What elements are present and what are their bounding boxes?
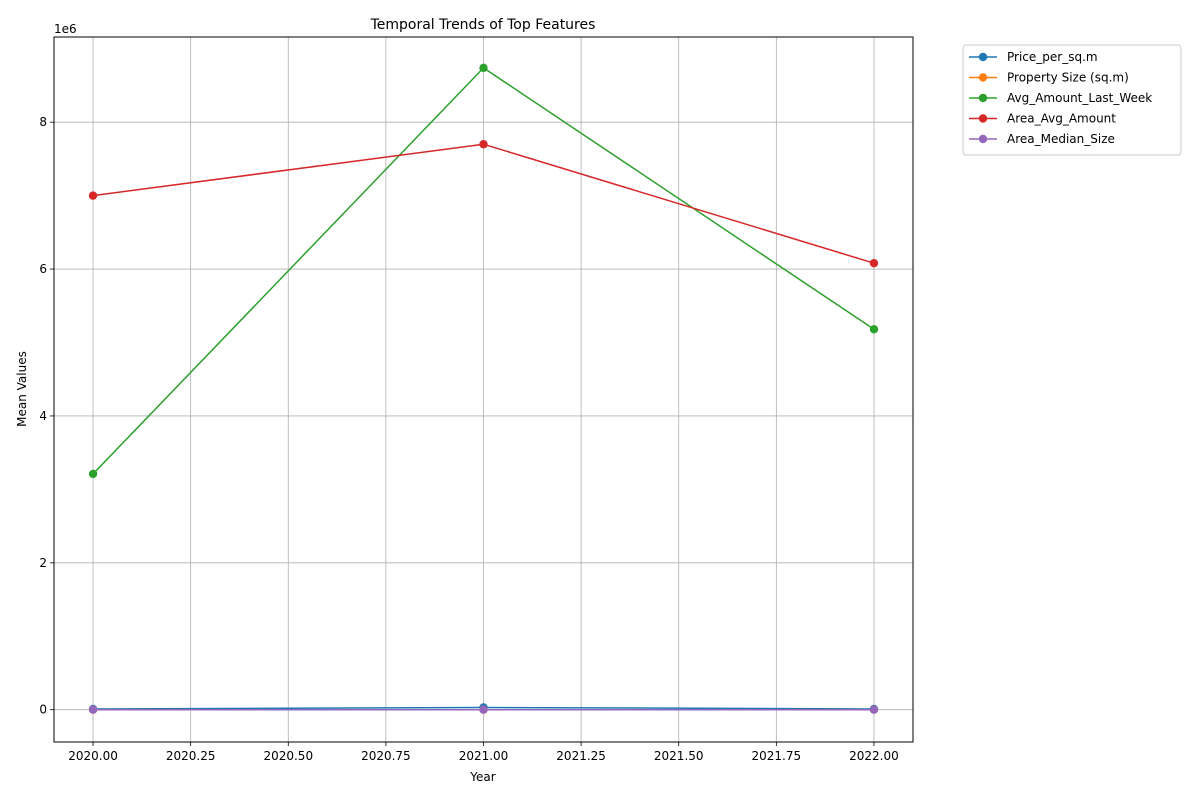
x-tick-label: 2020.75 [361, 749, 411, 763]
legend-item: Area_Avg_Amount [969, 112, 1116, 126]
legend-item: Avg_Amount_Last_Week [969, 91, 1152, 105]
y-tick-label: 0 [39, 703, 47, 717]
legend-label: Avg_Amount_Last_Week [1007, 91, 1152, 105]
series-area-avg-amount [88, 140, 879, 268]
x-tick-label: 2020.25 [166, 749, 216, 763]
x-tick-label: 2020.50 [263, 749, 313, 763]
tick-layer: 2020.00 2020.25 2020.50 2020.75 2021.00 2021.… [39, 115, 898, 763]
data-point [479, 705, 488, 714]
x-tick-label: 2021.00 [459, 749, 509, 763]
x-tick-label: 2020.00 [68, 749, 118, 763]
legend-label: Area_Avg_Amount [1007, 112, 1116, 126]
x-tick-label: 2021.25 [556, 749, 606, 763]
y-tick-label: 2 [39, 556, 47, 570]
legend: Price_per_sq.m Property Size (sq.m) Avg_Am… [962, 44, 1182, 156]
legend-item: Price_per_sq.m [969, 50, 1098, 64]
x-tick-label: 2021.75 [752, 749, 802, 763]
legend-marker [978, 52, 988, 62]
data-point [88, 191, 98, 200]
legend-box [962, 44, 1182, 156]
legend-marker [978, 73, 988, 82]
data-point [88, 705, 98, 714]
y-axis-label: Mean Values [15, 351, 29, 427]
legend-label: Property Size (sq.m) [1007, 71, 1129, 85]
data-point [869, 325, 879, 334]
y-tick-label: 8 [39, 115, 47, 129]
y-tick-label: 6 [39, 262, 47, 276]
y-tick-label: 4 [39, 409, 47, 423]
legend-label: Area_Median_Size [1007, 132, 1115, 146]
legend-marker [978, 134, 988, 144]
series-layer [88, 63, 879, 714]
legend-marker [978, 93, 988, 103]
data-point [88, 469, 98, 479]
x-axis-label: Year [469, 770, 495, 784]
series-avg-amount-last-week [88, 63, 879, 479]
x-tick-label: 2022.00 [849, 749, 899, 763]
y-axis-offset-label: 1e6 [54, 22, 77, 36]
legend-item: Area_Median_Size [969, 132, 1115, 146]
series-area-median-size [88, 705, 879, 714]
data-point [869, 705, 879, 714]
data-point [479, 63, 488, 73]
chart-title: Temporal Trends of Top Features [370, 17, 596, 33]
data-point [869, 258, 879, 268]
legend-marker [978, 114, 988, 123]
legend-item: Property Size (sq.m) [969, 71, 1129, 85]
data-point [479, 140, 488, 149]
x-tick-label: 2021.50 [654, 749, 704, 763]
legend-label: Price_per_sq.m [1007, 50, 1098, 64]
